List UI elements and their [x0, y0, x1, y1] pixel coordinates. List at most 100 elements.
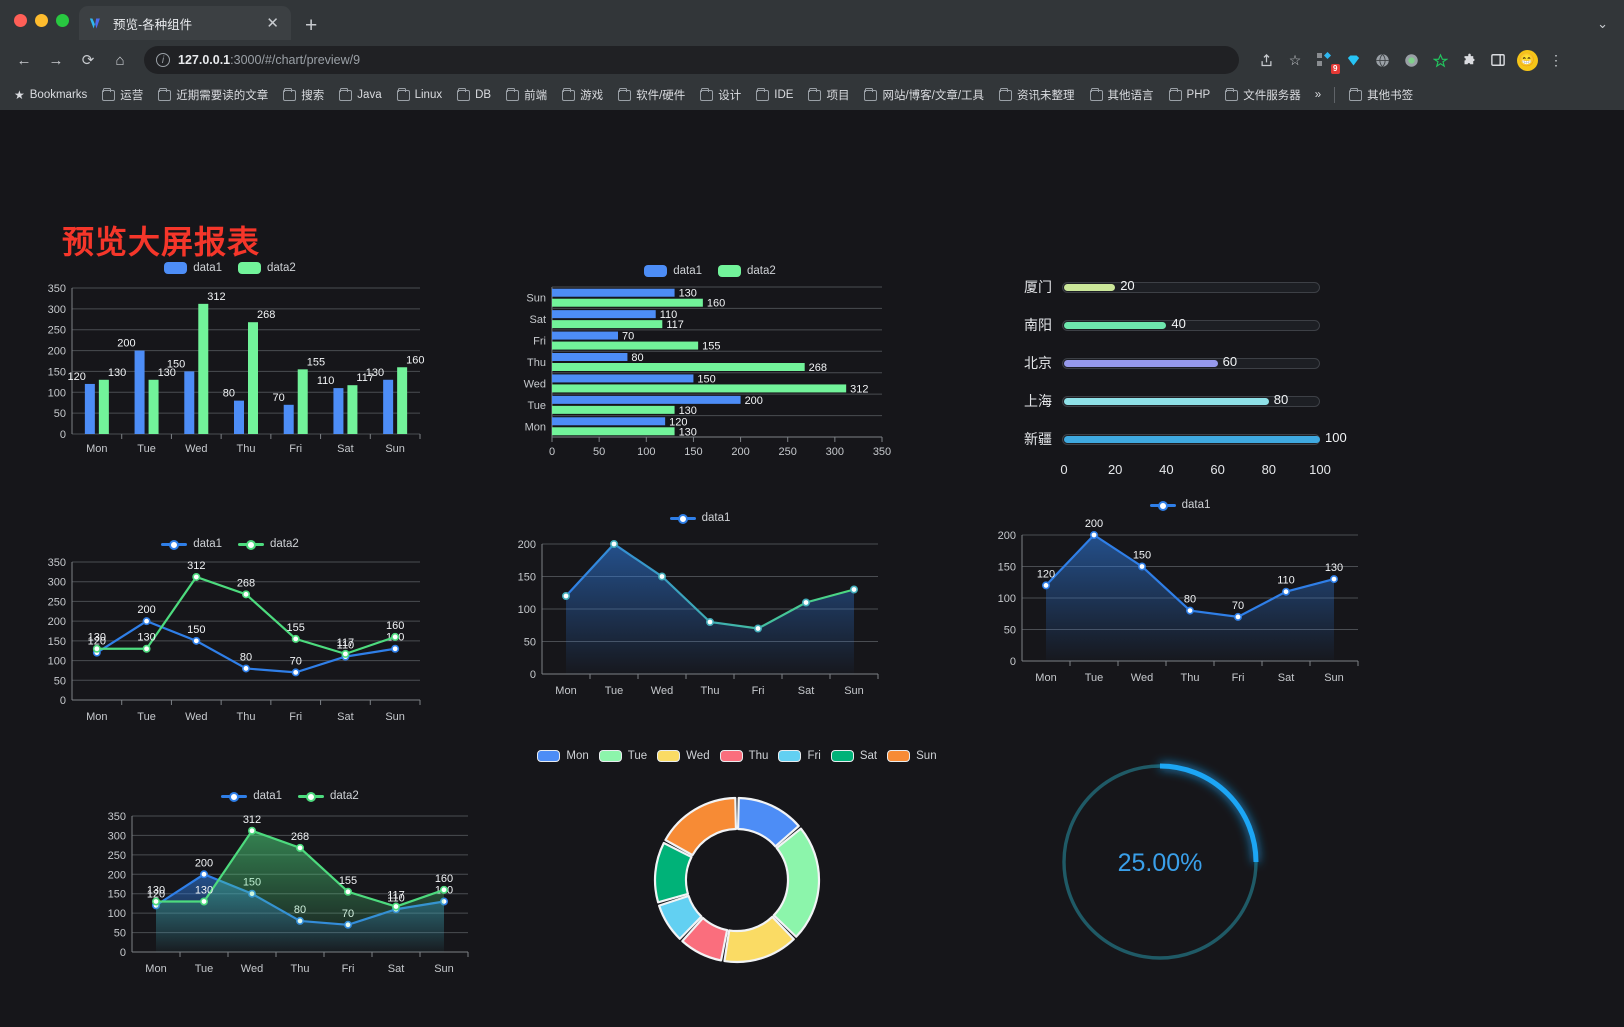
data-point[interactable]: [439, 885, 448, 894]
area-single-chart[interactable]: 0 50 100 150 200 Mon Tue Wed Thu Fri Sat Sun 120 200 1…: [980, 511, 1380, 701]
bookmark-folder[interactable]: DB: [451, 86, 497, 104]
progress-track[interactable]: 80: [1062, 392, 1320, 407]
data-point[interactable]: [200, 897, 209, 906]
data-point[interactable]: [658, 572, 667, 581]
legend-item-data1[interactable]: data1: [1149, 499, 1210, 511]
data-point[interactable]: [341, 649, 350, 658]
bar[interactable]: [397, 367, 408, 434]
data-point[interactable]: [849, 585, 858, 594]
legend-item-mon[interactable]: Mon: [537, 750, 589, 762]
data-point[interactable]: [391, 644, 400, 653]
bar[interactable]: [552, 320, 663, 329]
bar[interactable]: [552, 353, 628, 361]
bookmark-folder[interactable]: 其他语言: [1084, 84, 1160, 106]
bookmark-folder[interactable]: PHP: [1163, 86, 1217, 104]
site-info-icon[interactable]: i: [156, 53, 170, 67]
extensions-grid-icon[interactable]: 9: [1313, 49, 1340, 74]
bar[interactable]: [248, 322, 258, 434]
bookmark-folder[interactable]: 网站/博客/文章/工具: [858, 84, 990, 106]
bookmark-folder[interactable]: 设计: [694, 84, 747, 106]
gauge-progress-arc[interactable]: [1159, 763, 1259, 863]
legend-item-sun[interactable]: Sun: [887, 750, 937, 762]
data-point[interactable]: [1281, 587, 1290, 596]
bookmark-star-icon[interactable]: ☆: [1288, 51, 1302, 68]
minimize-window-button[interactable]: [35, 13, 48, 27]
data-point[interactable]: [1234, 612, 1243, 621]
bookmark-folder[interactable]: 运营: [96, 84, 149, 106]
legend-item-data1[interactable]: data1: [161, 538, 222, 550]
bar[interactable]: [234, 400, 244, 434]
menu-dots-icon[interactable]: ⋮: [1549, 51, 1563, 68]
bar[interactable]: [98, 379, 109, 434]
data-point[interactable]: [1138, 562, 1147, 571]
pie-slice-fri[interactable]: [658, 894, 703, 940]
bar[interactable]: [552, 363, 805, 371]
puzzle-icon[interactable]: [1458, 49, 1480, 71]
bookmark-folder[interactable]: 资讯未整理: [993, 84, 1081, 106]
legend-item-data1[interactable]: data1: [221, 790, 282, 802]
bookmark-folder[interactable]: Linux: [391, 86, 449, 104]
data-point[interactable]: [1186, 606, 1195, 615]
bar[interactable]: [198, 303, 209, 434]
window-traffic-lights[interactable]: [10, 0, 79, 40]
data-point[interactable]: [192, 572, 201, 581]
bar[interactable]: [552, 405, 675, 414]
data-point[interactable]: [192, 636, 201, 645]
bookmarks-manager-item[interactable]: ★ Bookmarks: [8, 85, 93, 105]
bar[interactable]: [552, 331, 618, 340]
data-point[interactable]: [561, 592, 570, 601]
bar[interactable]: [333, 388, 344, 434]
pie-slice-wed[interactable]: [723, 915, 795, 964]
gauge-chart[interactable]: 25.00%: [1040, 740, 1280, 985]
bar[interactable]: [552, 395, 741, 404]
bar[interactable]: [552, 427, 675, 436]
legend-item-tue[interactable]: Tue: [598, 750, 647, 762]
progress-track[interactable]: 20: [1062, 278, 1320, 293]
bar[interactable]: [552, 288, 675, 297]
reload-button[interactable]: ⟳: [81, 52, 95, 69]
progress-track[interactable]: 100: [1062, 430, 1347, 445]
data-point[interactable]: [391, 632, 400, 641]
bookmark-folder[interactable]: 游戏: [556, 84, 609, 106]
star-outline-green-icon[interactable]: [1429, 49, 1451, 71]
data-point[interactable]: [1329, 575, 1338, 584]
data-point[interactable]: [242, 590, 251, 599]
bookmark-folder[interactable]: 文件服务器: [1219, 84, 1307, 106]
data-point[interactable]: [801, 598, 810, 607]
globe-icon[interactable]: [1371, 49, 1393, 71]
data-point[interactable]: [344, 887, 353, 896]
share-icon[interactable]: [1255, 49, 1277, 71]
legend-item-data2[interactable]: data2: [238, 538, 299, 550]
pie-slice-thu[interactable]: [681, 916, 729, 962]
bar[interactable]: [297, 369, 308, 434]
legend-item-data1[interactable]: data1: [644, 265, 702, 277]
bar[interactable]: [552, 298, 703, 307]
bookmark-folder[interactable]: 软件/硬件: [612, 84, 691, 106]
area-dual-chart[interactable]: 0 50 100 150 200 250 300 350 Mon Tue Wed Thu Fri Sat S…: [90, 802, 490, 992]
maximize-window-button[interactable]: [56, 13, 69, 27]
data-point[interactable]: [706, 618, 715, 627]
bookmark-folder[interactable]: 近期需要读的文章: [152, 84, 274, 106]
data-point[interactable]: [1041, 581, 1050, 590]
legend-item-thu[interactable]: Thu: [719, 750, 768, 762]
new-tab-button[interactable]: +: [305, 14, 318, 37]
data-point[interactable]: [291, 634, 300, 643]
data-point[interactable]: [151, 897, 160, 906]
forward-button[interactable]: →: [48, 51, 64, 69]
chevron-down-icon[interactable]: ⌄: [1597, 16, 1608, 31]
browser-tab[interactable]: 预览-各种组件 ✕: [79, 6, 291, 40]
legend-item-data1[interactable]: data1: [164, 262, 222, 274]
bar[interactable]: [552, 374, 694, 383]
diamond-icon[interactable]: [1342, 49, 1364, 71]
profile-avatar-icon[interactable]: 😁: [1516, 49, 1538, 71]
legend-item-data2[interactable]: data2: [718, 265, 776, 277]
back-button[interactable]: ←: [16, 51, 32, 69]
data-point[interactable]: [248, 826, 257, 835]
bookmark-folder[interactable]: IDE: [750, 86, 799, 104]
bar[interactable]: [134, 350, 145, 434]
bar-vertical-chart[interactable]: 0 50 100 150 200 250 300 350 Mon 120 130 Tue 200 130 W…: [30, 274, 430, 464]
data-point[interactable]: [200, 870, 209, 879]
pie-slice-tue[interactable]: [772, 827, 821, 938]
bookmark-folder[interactable]: Java: [333, 86, 387, 104]
